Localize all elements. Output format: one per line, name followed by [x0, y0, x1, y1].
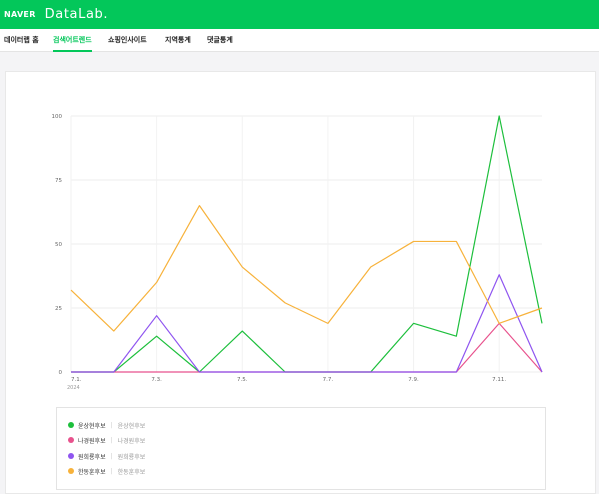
data-point[interactable]: [326, 370, 330, 374]
data-point[interactable]: [240, 265, 244, 269]
data-point[interactable]: [112, 329, 116, 333]
tab-regional-stats[interactable]: 지역통계: [165, 36, 191, 44]
data-point[interactable]: [326, 321, 330, 325]
data-point[interactable]: [540, 321, 544, 325]
tab-datalab-home[interactable]: 데이터랩 홈: [4, 36, 39, 44]
series-line[interactable]: [71, 322, 543, 373]
legend-item[interactable]: 한동훈후보 | 한동훈후보: [68, 465, 145, 477]
legend-search-term: 윤상현후보: [117, 422, 146, 430]
legend-separator: |: [110, 421, 113, 429]
y-tick-label: 50: [55, 242, 62, 248]
data-point[interactable]: [540, 370, 544, 374]
main-nav: 데이터랩 홈 검색어트렌드 쇼핑인사이트 지역통계 댓글통계: [0, 29, 599, 52]
data-point[interactable]: [454, 370, 458, 374]
x-tick-label: 7.1.: [71, 377, 82, 383]
tab-shopping-insight[interactable]: 쇼핑인사이트: [108, 36, 147, 44]
data-point[interactable]: [155, 334, 159, 338]
legend-series-name: 나경원후보: [78, 437, 106, 445]
y-tick-label: 75: [55, 178, 62, 184]
data-point[interactable]: [155, 280, 159, 284]
legend-search-term: 나경원후보: [117, 437, 146, 445]
legend-separator: |: [110, 436, 113, 444]
data-point[interactable]: [197, 204, 201, 208]
data-point[interactable]: [197, 370, 201, 374]
legend-color-dot: [68, 453, 74, 459]
data-point[interactable]: [112, 370, 116, 374]
data-point[interactable]: [283, 370, 287, 374]
legend-series-name: 원희룡후보: [78, 453, 106, 461]
legend-separator: |: [110, 467, 113, 475]
data-point[interactable]: [412, 370, 416, 374]
x-tick-label: 7.11.: [492, 377, 506, 383]
data-point[interactable]: [240, 329, 244, 333]
tab-comment-stats[interactable]: 댓글통계: [207, 36, 233, 44]
series-line[interactable]: [70, 205, 543, 332]
legend-search-term: 한동훈후보: [117, 468, 146, 476]
data-point[interactable]: [369, 265, 373, 269]
data-point[interactable]: [69, 288, 73, 292]
data-point[interactable]: [240, 370, 244, 374]
legend-item[interactable]: 윤상현후보 | 윤상현후보: [68, 419, 145, 431]
data-point[interactable]: [497, 114, 501, 118]
data-point[interactable]: [69, 370, 73, 374]
chart-legend: 윤상현후보 | 윤상현후보 나경원후보 | 나경원후보 원희룡후보 | 원희룡후…: [56, 407, 546, 490]
legend-separator: |: [110, 452, 113, 460]
data-point[interactable]: [497, 273, 501, 277]
tab-search-trend[interactable]: 검색어트렌드: [53, 29, 92, 52]
data-point[interactable]: [497, 321, 501, 325]
data-point[interactable]: [412, 321, 416, 325]
x-tick-label: 7.7.: [323, 377, 334, 383]
legend-search-term: 원희룡후보: [117, 453, 146, 461]
x-year-label: 2024: [67, 385, 80, 391]
legend-item[interactable]: 원희룡후보 | 원희룡후보: [68, 450, 145, 462]
legend-color-dot: [68, 422, 74, 428]
x-tick-label: 7.5.: [237, 377, 248, 383]
y-tick-label: 100: [52, 114, 63, 120]
datalab-logo[interactable]: DataLab.: [44, 7, 109, 22]
x-tick-label: 7.9.: [408, 377, 419, 383]
legend-series-name: 윤상현후보: [78, 422, 106, 430]
data-point[interactable]: [412, 239, 416, 243]
y-tick-label: 0: [59, 370, 63, 376]
y-tick-label: 25: [55, 306, 62, 312]
data-point[interactable]: [454, 239, 458, 243]
series-line[interactable]: [71, 274, 543, 373]
data-point[interactable]: [155, 370, 159, 374]
data-point[interactable]: [369, 370, 373, 374]
legend-item[interactable]: 나경원후보 | 나경원후보: [68, 434, 145, 446]
data-point[interactable]: [540, 306, 544, 310]
legend-series-name: 한동훈후보: [78, 468, 106, 476]
legend-color-dot: [68, 468, 74, 474]
data-point[interactable]: [283, 301, 287, 305]
naver-logo[interactable]: NAVER: [4, 10, 36, 19]
data-point[interactable]: [454, 334, 458, 338]
top-header: NAVER DataLab.: [0, 0, 599, 29]
data-point[interactable]: [155, 314, 159, 318]
legend-color-dot: [68, 437, 74, 443]
x-tick-label: 7.3.: [151, 377, 162, 383]
